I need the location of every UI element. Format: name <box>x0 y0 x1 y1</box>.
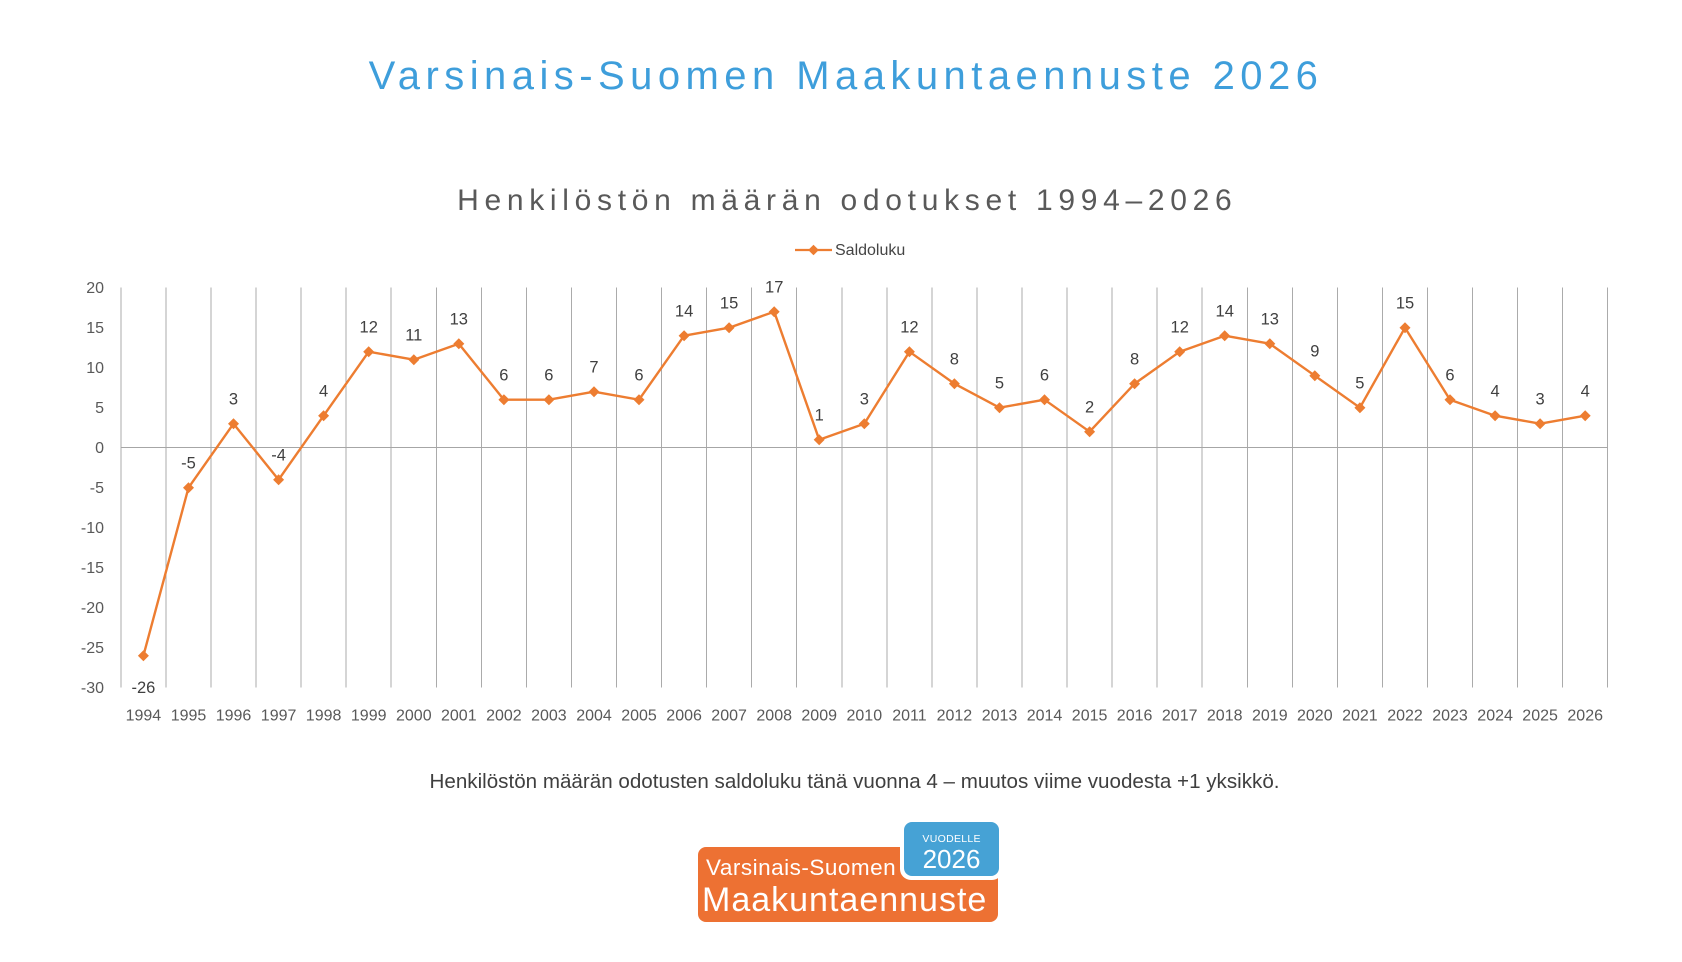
svg-text:-26: -26 <box>131 679 155 697</box>
svg-text:13: 13 <box>450 311 468 329</box>
svg-text:2011: 2011 <box>892 708 927 725</box>
svg-text:2000: 2000 <box>396 708 432 725</box>
svg-text:2006: 2006 <box>666 708 702 725</box>
svg-text:9: 9 <box>1310 343 1319 361</box>
svg-text:2016: 2016 <box>1117 708 1153 725</box>
svg-text:13: 13 <box>1261 311 1279 329</box>
svg-text:4: 4 <box>319 383 328 401</box>
svg-text:-15: -15 <box>81 560 104 577</box>
svg-text:-5: -5 <box>90 480 104 497</box>
svg-text:3: 3 <box>229 391 238 409</box>
svg-text:12: 12 <box>1171 319 1189 337</box>
svg-text:2008: 2008 <box>756 708 792 725</box>
svg-text:2007: 2007 <box>711 708 747 725</box>
svg-text:2023: 2023 <box>1432 708 1468 725</box>
svg-text:3: 3 <box>860 391 869 409</box>
svg-text:2024: 2024 <box>1477 708 1513 725</box>
svg-text:2026: 2026 <box>1567 708 1603 725</box>
svg-text:1994: 1994 <box>126 708 162 725</box>
svg-text:-4: -4 <box>271 447 286 465</box>
svg-text:1998: 1998 <box>306 708 342 725</box>
svg-text:-20: -20 <box>81 600 104 617</box>
svg-text:14: 14 <box>675 303 693 321</box>
svg-text:14: 14 <box>1216 303 1234 321</box>
svg-text:1996: 1996 <box>216 708 252 725</box>
svg-text:2010: 2010 <box>847 708 883 725</box>
svg-text:1: 1 <box>815 407 824 425</box>
svg-text:3: 3 <box>1536 391 1545 409</box>
svg-text:8: 8 <box>1130 351 1139 369</box>
svg-text:2015: 2015 <box>1072 708 1108 725</box>
svg-text:-5: -5 <box>181 455 196 473</box>
svg-text:5: 5 <box>95 400 104 417</box>
svg-text:2022: 2022 <box>1387 708 1423 725</box>
svg-text:2009: 2009 <box>801 708 837 725</box>
svg-text:4: 4 <box>1581 383 1590 401</box>
svg-text:5: 5 <box>995 375 1004 393</box>
svg-text:20: 20 <box>86 280 104 297</box>
svg-text:1997: 1997 <box>261 708 297 725</box>
svg-text:2019: 2019 <box>1252 708 1288 725</box>
svg-text:5: 5 <box>1355 375 1364 393</box>
svg-text:6: 6 <box>544 367 553 385</box>
svg-text:2: 2 <box>1085 399 1094 417</box>
svg-text:6: 6 <box>634 367 643 385</box>
svg-text:-10: -10 <box>81 520 104 537</box>
svg-text:6: 6 <box>499 367 508 385</box>
svg-text:2001: 2001 <box>441 708 477 725</box>
svg-text:1999: 1999 <box>351 708 387 725</box>
svg-text:2021: 2021 <box>1342 708 1378 725</box>
svg-text:8: 8 <box>950 351 959 369</box>
svg-text:17: 17 <box>765 279 783 297</box>
svg-text:12: 12 <box>360 319 378 337</box>
svg-text:2003: 2003 <box>531 708 567 725</box>
svg-text:10: 10 <box>86 360 104 377</box>
svg-text:-25: -25 <box>81 640 104 657</box>
svg-text:2005: 2005 <box>621 708 657 725</box>
svg-text:15: 15 <box>1396 295 1414 313</box>
svg-text:15: 15 <box>720 295 738 313</box>
svg-text:2025: 2025 <box>1522 708 1558 725</box>
svg-text:6: 6 <box>1040 367 1049 385</box>
svg-text:2013: 2013 <box>982 708 1018 725</box>
svg-text:7: 7 <box>589 359 598 377</box>
svg-text:2012: 2012 <box>937 708 973 725</box>
svg-text:15: 15 <box>86 320 104 337</box>
svg-text:12: 12 <box>900 319 918 337</box>
svg-text:2004: 2004 <box>576 708 612 725</box>
svg-text:2002: 2002 <box>486 708 522 725</box>
svg-text:4: 4 <box>1491 383 1500 401</box>
svg-text:0: 0 <box>95 440 104 457</box>
svg-text:2018: 2018 <box>1207 708 1243 725</box>
svg-text:6: 6 <box>1445 367 1454 385</box>
svg-text:2020: 2020 <box>1297 708 1333 725</box>
svg-text:-30: -30 <box>81 680 104 697</box>
svg-text:2014: 2014 <box>1027 708 1063 725</box>
svg-text:1995: 1995 <box>171 708 207 725</box>
svg-text:11: 11 <box>405 327 422 345</box>
svg-text:2017: 2017 <box>1162 708 1198 725</box>
